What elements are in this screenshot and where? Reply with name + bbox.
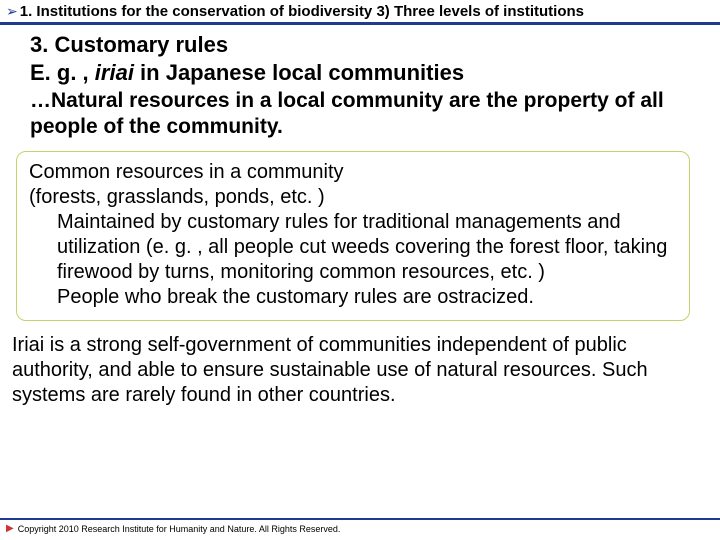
copyright-text: Copyright 2010 Research Institute for Hu…	[18, 524, 341, 534]
box-line-1: Common resources in a community	[29, 160, 677, 185]
slide-content: 3. Customary rules E. g. , iriai in Japa…	[0, 25, 720, 414]
summary-text: Iriai is a strong self-government of com…	[4, 329, 698, 414]
box-paragraph-1: Maintained by customary rules for tradit…	[29, 210, 677, 285]
section-heading: 3. Customary rules	[30, 31, 702, 59]
header-bullet-icon: ➢	[6, 3, 18, 20]
header-title: 1. Institutions for the conservation of …	[20, 3, 584, 20]
subheading-prefix: E. g. ,	[30, 60, 95, 85]
common-resources-box: Common resources in a community (forests…	[16, 151, 690, 321]
subheading-suffix: in Japanese local communities	[134, 60, 464, 85]
box-paragraph-2: People who break the customary rules are…	[29, 285, 677, 310]
definition-text: …Natural resources in a local community …	[30, 88, 702, 141]
slide-header: ➢ 1. Institutions for the conservation o…	[0, 0, 720, 25]
box-line-2: (forests, grasslands, ponds, etc. )	[29, 185, 677, 210]
section-subheading: E. g. , iriai in Japanese local communit…	[30, 59, 702, 87]
slide-footer: ▶ Copyright 2010 Research Institute for …	[0, 518, 720, 540]
footer-bullet-icon: ▶	[6, 523, 14, 534]
subheading-italic-term: iriai	[95, 60, 134, 85]
